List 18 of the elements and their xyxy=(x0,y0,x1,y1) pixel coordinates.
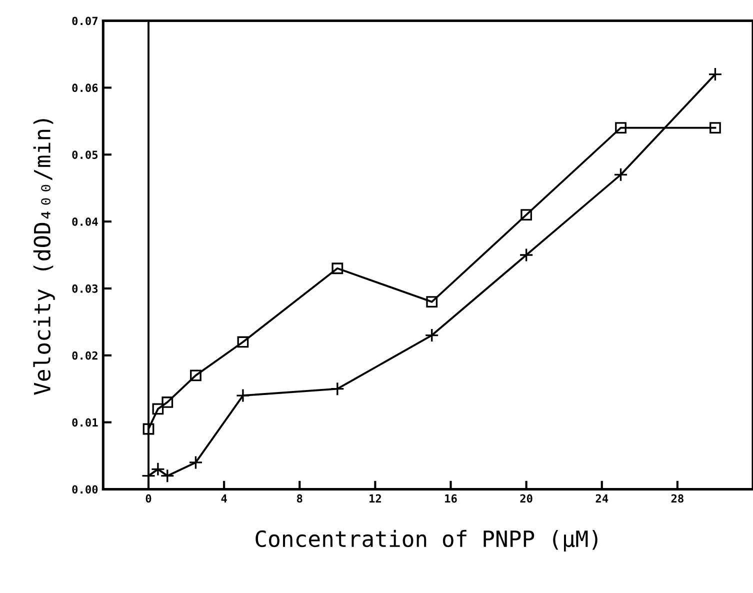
x-tick-label: 4 xyxy=(221,494,227,503)
x-tick-label: 28 xyxy=(671,494,684,503)
x-tick-label: 20 xyxy=(520,494,532,503)
x-axis-title: Concentration of PNPP (µM) xyxy=(256,530,598,552)
x-tick-label: 0 xyxy=(146,494,152,503)
x-tick-label: 12 xyxy=(370,494,381,503)
x-tick-label: 8 xyxy=(296,494,302,503)
y-tick-label: 0.03 xyxy=(72,284,98,293)
y-tick-label: 0.06 xyxy=(72,84,98,92)
y-tick-label: 0.04 xyxy=(72,218,98,226)
x-tick-label: 16 xyxy=(445,494,457,503)
y-tick-label: 0.02 xyxy=(72,351,98,360)
y-tick-label: 0.07 xyxy=(72,16,98,26)
y-tick-label: 0.00 xyxy=(72,485,98,494)
y-tick-label: 0.05 xyxy=(72,150,98,159)
y-axis-title: Velocity (dOD₄₀₀/min) xyxy=(33,119,55,395)
y-tick-label: 0.01 xyxy=(72,418,98,427)
x-tick-label: 24 xyxy=(596,494,608,503)
